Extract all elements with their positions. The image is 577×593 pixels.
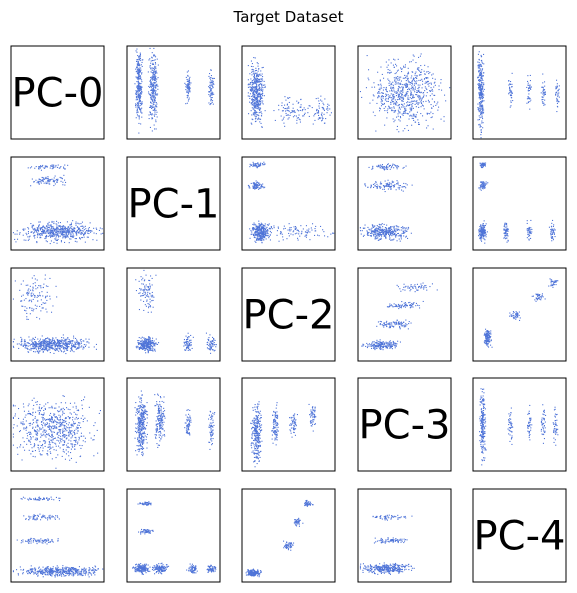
scatter-points-3-1 bbox=[134, 390, 216, 457]
panel-frame bbox=[472, 45, 567, 140]
scatter-points-4-3 bbox=[359, 514, 415, 575]
panel-0-2 bbox=[241, 45, 336, 140]
panel-frame bbox=[126, 45, 221, 140]
panel-frame bbox=[10, 377, 105, 472]
panel-frame bbox=[357, 156, 452, 251]
panel-frame bbox=[357, 488, 452, 583]
panel-frame bbox=[126, 377, 221, 472]
panel-frame bbox=[10, 45, 105, 140]
panel-frame bbox=[126, 156, 221, 251]
scatter-points-2-4 bbox=[483, 278, 559, 348]
panel-0-0: PC-0 bbox=[10, 45, 105, 140]
panel-1-4 bbox=[472, 156, 567, 251]
panel-frame bbox=[126, 488, 221, 583]
diagonal-label-0: PC-0 bbox=[12, 71, 104, 117]
diagonal-label-2: PC-2 bbox=[243, 293, 335, 339]
panel-frame bbox=[10, 488, 105, 583]
panel-4-2 bbox=[241, 488, 336, 583]
panel-frame bbox=[357, 377, 452, 472]
scatter-points-3-0 bbox=[12, 395, 101, 469]
panel-2-3 bbox=[357, 267, 452, 362]
diagonal-label-1: PC-1 bbox=[128, 182, 220, 228]
diagonal-label-4: PC-4 bbox=[474, 514, 566, 560]
panel-frame bbox=[241, 267, 336, 362]
panel-3-2 bbox=[241, 377, 336, 472]
panel-1-3 bbox=[357, 156, 452, 251]
panel-2-0 bbox=[10, 267, 105, 362]
panel-2-4 bbox=[472, 267, 567, 362]
panel-2-2: PC-2 bbox=[241, 267, 336, 362]
scatter-points-3-2 bbox=[250, 401, 317, 468]
scatter-points-2-3 bbox=[361, 282, 438, 351]
panel-frame bbox=[472, 488, 567, 583]
panel-frame bbox=[241, 377, 336, 472]
panel-3-3: PC-3 bbox=[357, 377, 452, 472]
panel-0-1 bbox=[126, 45, 221, 140]
scatter-points-3-4 bbox=[479, 388, 559, 466]
panel-0-3 bbox=[357, 45, 452, 140]
panel-3-4 bbox=[472, 377, 567, 472]
scatter-points-0-2 bbox=[247, 57, 332, 128]
scatter-points-0-3 bbox=[359, 53, 451, 133]
panel-4-3 bbox=[357, 488, 452, 583]
chart-title: Target Dataset bbox=[233, 8, 344, 26]
diagonal-label-3: PC-3 bbox=[359, 403, 451, 449]
panel-frame bbox=[357, 267, 452, 362]
scatter-points-1-3 bbox=[359, 163, 413, 242]
scatter-points-1-4 bbox=[478, 162, 556, 244]
panel-frame bbox=[357, 45, 452, 140]
scatter-points-0-4 bbox=[477, 51, 560, 139]
panel-4-0 bbox=[10, 488, 105, 583]
scatter-points-0-1 bbox=[134, 47, 215, 134]
scatter-points-2-0 bbox=[12, 274, 97, 355]
scatter-points-4-1 bbox=[132, 501, 217, 575]
panel-0-4 bbox=[472, 45, 567, 140]
panel-frame bbox=[126, 267, 221, 362]
panel-frame bbox=[10, 156, 105, 251]
panel-2-1 bbox=[126, 267, 221, 362]
scatter-points-4-2 bbox=[245, 499, 314, 578]
panel-1-0 bbox=[10, 156, 105, 251]
panel-frame bbox=[241, 45, 336, 140]
scatter-points-1-0 bbox=[12, 164, 104, 245]
panel-frame bbox=[472, 377, 567, 472]
panel-frame bbox=[241, 488, 336, 583]
scatter-points-2-1 bbox=[135, 269, 217, 354]
scatter-points-1-2 bbox=[247, 161, 335, 244]
panel-1-1: PC-1 bbox=[126, 156, 221, 251]
panel-3-0 bbox=[10, 377, 105, 472]
panel-4-4: PC-4 bbox=[472, 488, 567, 583]
panel-frame bbox=[472, 267, 567, 362]
scatter-points-4-0 bbox=[12, 496, 104, 578]
panel-3-1 bbox=[126, 377, 221, 472]
panel-1-2 bbox=[241, 156, 336, 251]
panel-frame bbox=[241, 156, 336, 251]
panel-frame bbox=[10, 267, 105, 362]
panel-4-1 bbox=[126, 488, 221, 583]
panel-frame bbox=[472, 156, 567, 251]
